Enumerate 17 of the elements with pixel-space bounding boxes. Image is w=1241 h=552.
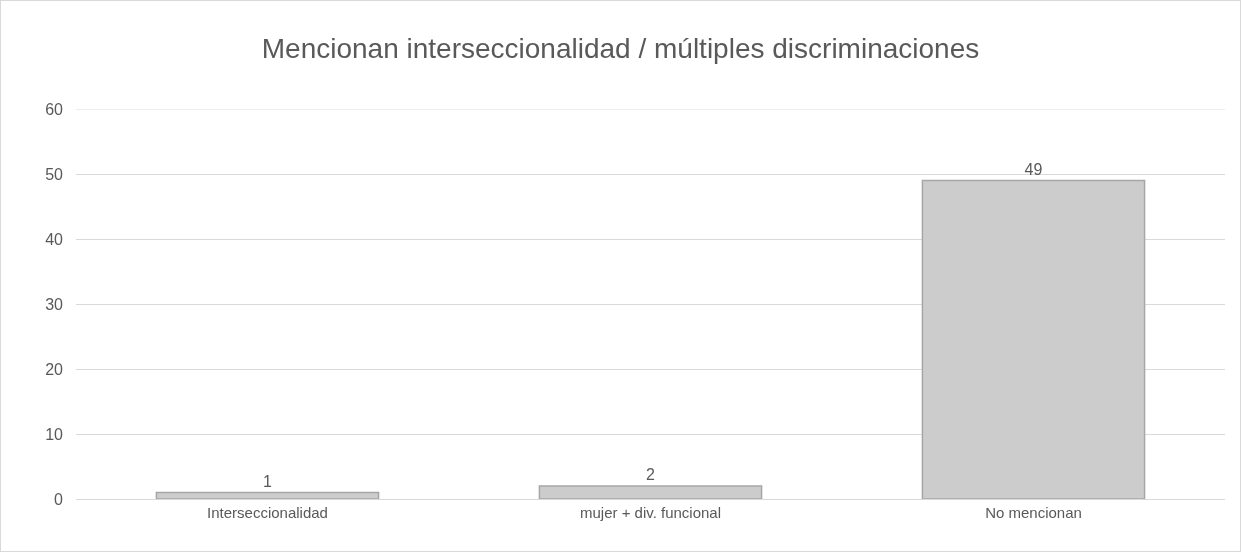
chart-title: Mencionan interseccionalidad / múltiples discriminaciones xyxy=(261,32,980,64)
y-tick-label: 40 xyxy=(45,230,64,248)
x-tick-label: mujer + div. funcional xyxy=(579,504,722,521)
y-tick-label: 50 xyxy=(45,165,64,183)
y-tick-label: 30 xyxy=(45,295,64,313)
x-tick-label: Interseccionalidad xyxy=(207,504,328,521)
data-label: 49 xyxy=(1024,160,1043,178)
bar xyxy=(921,179,1146,499)
data-label: 2 xyxy=(646,466,655,483)
y-tick-label: 10 xyxy=(45,425,64,443)
x-tick-label: No mencionan xyxy=(985,504,1082,521)
bar xyxy=(155,491,380,499)
bar xyxy=(538,485,763,499)
data-label: 1 xyxy=(263,472,272,490)
y-tick-label: 0 xyxy=(54,490,64,508)
y-tick-label: 20 xyxy=(45,360,64,378)
y-tick-label: 60 xyxy=(45,100,64,118)
